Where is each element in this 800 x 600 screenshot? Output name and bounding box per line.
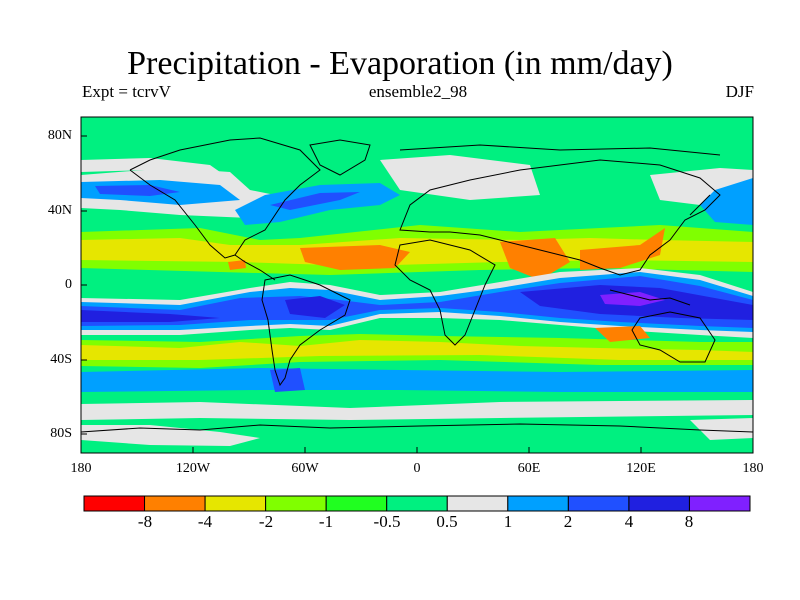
field-nh-east-asia-dry <box>650 168 753 205</box>
x-tick-label: 0 <box>413 461 421 476</box>
y-tick-label: 0 <box>65 277 72 292</box>
colorbar-swatch <box>265 495 327 512</box>
field-nh-atlantic-core <box>270 192 360 210</box>
coast-africa <box>394 239 496 346</box>
colorbar-label: -8 <box>137 512 153 531</box>
colorbar-swatch <box>567 495 630 512</box>
field-antarctic-dry-east <box>690 418 753 440</box>
field-nh-pacific-core <box>95 185 180 196</box>
field-south-china-sea-desert <box>580 228 665 270</box>
colorbar-label: 4 <box>624 512 634 531</box>
field-antarctic-dry <box>81 425 260 446</box>
field-arctic-dry <box>81 158 220 172</box>
colorbar-swatch <box>325 495 388 512</box>
coast-eurasia <box>399 159 721 276</box>
y-tick-label: 40N <box>47 203 72 218</box>
field-maritime-continent-max <box>600 292 665 306</box>
coast-arctic <box>399 144 721 156</box>
field-sh-storm-track <box>81 368 753 392</box>
field-southern-ocean-dry <box>81 400 753 420</box>
coast-australia <box>631 311 716 363</box>
ensemble-label: ensemble2_98 <box>368 82 468 101</box>
colorbar-swatch <box>204 495 267 512</box>
x-tick-label: 60E <box>517 461 541 476</box>
x-tick-label: 120W <box>175 461 211 476</box>
colorbar-label: 2 <box>563 512 573 531</box>
coast-greenland <box>309 139 371 176</box>
x-tick-label: 120E <box>626 461 656 476</box>
coast-antarctica <box>81 423 753 433</box>
experiment-label: Expt = tcrvV <box>82 82 171 101</box>
coast-japan <box>689 194 711 216</box>
coast-north-america <box>129 137 321 281</box>
colorbar-swatch <box>446 495 509 512</box>
colorbar-swatch <box>83 495 146 512</box>
season-label: DJF <box>725 82 754 101</box>
field-east-pacific-dry-spot <box>228 260 246 270</box>
y-tick-label: 80N <box>47 128 72 143</box>
colorbar-label: -4 <box>197 512 213 531</box>
coast-maritime-continent <box>609 289 691 306</box>
field-itcz-deep <box>81 310 220 322</box>
y-tick-label: 40S <box>50 352 72 367</box>
precip-evap-field <box>81 117 753 453</box>
colorbar-label: 8 <box>684 512 694 531</box>
plot-title: Precipitation - Evaporation (in mm/day) <box>127 45 673 82</box>
field-amazon-max <box>285 296 345 318</box>
axis-ticks <box>80 135 754 453</box>
colorbar-label: -1 <box>318 512 334 531</box>
coastlines <box>81 137 753 433</box>
colorbar-swatch <box>144 495 206 512</box>
colorbar-label: -0.5 <box>373 512 401 531</box>
colorbar-swatch <box>628 495 690 512</box>
colorbar-swatch <box>688 495 751 512</box>
colorbar-label: 0.5 <box>436 512 458 531</box>
colorbar-label: 1 <box>503 512 513 531</box>
field-nh-atlantic-dry <box>380 155 540 200</box>
colorbar <box>83 495 751 512</box>
colorbar-swatch <box>507 495 569 512</box>
field-sh-storm-track-core <box>270 368 305 392</box>
field-nh-atlantic-desert <box>300 245 410 270</box>
x-tick-label: 60W <box>291 461 319 476</box>
field-sh-subtropics-dry <box>81 340 753 360</box>
colorbar-swatch <box>386 495 448 512</box>
x-tick-label: 180 <box>70 461 92 476</box>
coast-north-america-west <box>129 169 236 259</box>
colorbar-label: -2 <box>258 512 274 531</box>
x-tick-label: 180 <box>742 461 764 476</box>
coast-south-america <box>261 274 351 387</box>
field-arabian-sea-desert <box>500 238 570 280</box>
y-tick-label: 80S <box>50 426 72 441</box>
